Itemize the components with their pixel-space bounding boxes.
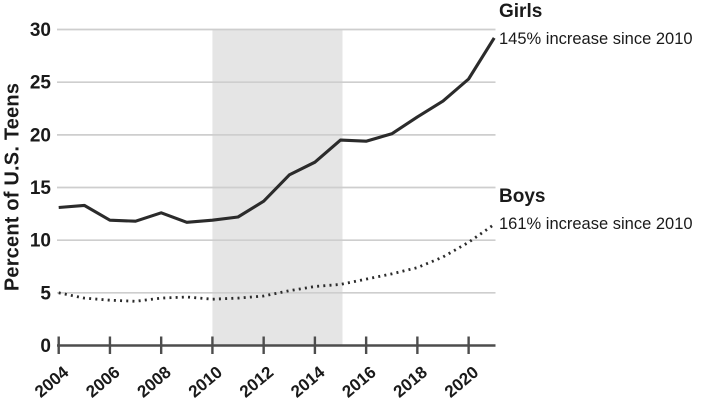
legend-girls: Girls 145% increase since 2010 xyxy=(499,1,693,49)
x-tick-label: 2010 xyxy=(185,363,226,402)
legend-boys: Boys 161% increase since 2010 xyxy=(499,186,693,234)
y-axis-title: Percent of U.S. Teens xyxy=(1,82,24,292)
y-tick-label: 10 xyxy=(30,231,51,252)
y-tick-label: 5 xyxy=(40,283,51,304)
x-tick-label: 2020 xyxy=(441,363,482,402)
x-tick-label: 2006 xyxy=(82,363,123,402)
boys-series-label: Boys xyxy=(499,186,546,207)
x-tick-label: 2008 xyxy=(134,363,175,402)
x-tick-label: 2016 xyxy=(339,363,380,402)
boys-series-annotation: 161% increase since 2010 xyxy=(499,215,693,233)
y-tick-label: 30 xyxy=(30,20,51,41)
girls-line xyxy=(58,37,496,224)
x-tick-label: 2004 xyxy=(31,362,73,401)
y-tick-label: 20 xyxy=(30,125,51,146)
x-tick-label: 2018 xyxy=(390,363,431,402)
y-tick-label: 25 xyxy=(30,73,52,94)
boys-line xyxy=(58,223,496,303)
girls-series-annotation: 145% increase since 2010 xyxy=(499,30,693,48)
y-tick-label: 0 xyxy=(40,336,51,357)
x-tick-label: 2012 xyxy=(236,363,277,402)
girls-series-label: Girls xyxy=(499,1,543,22)
x-tick-label: 2014 xyxy=(287,362,329,401)
y-tick-label: 15 xyxy=(30,178,52,199)
